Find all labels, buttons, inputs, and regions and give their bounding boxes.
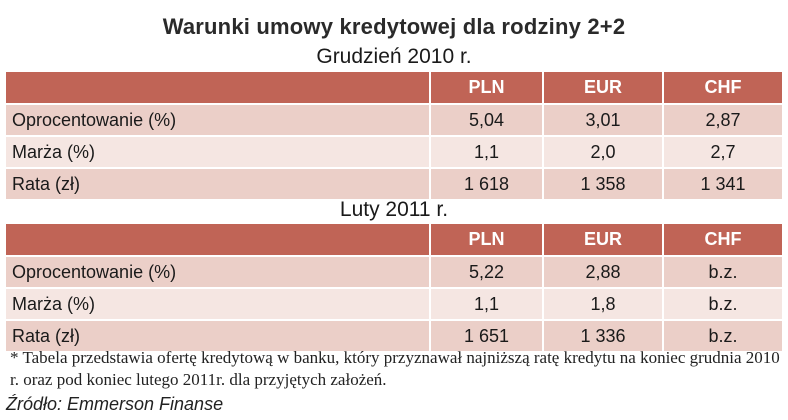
cell-eur: 2,88 xyxy=(543,256,664,289)
header-cell-empty xyxy=(6,72,431,105)
source-credit: Źródło: Emmerson Finanse xyxy=(6,394,224,414)
cell-eur: 1 358 xyxy=(543,168,664,201)
cell-eur: 1 336 xyxy=(543,320,664,353)
cell-chf: b.z. xyxy=(663,288,782,321)
cell-chf: b.z. xyxy=(663,256,782,289)
table-row: Marża (%) 1,1 1,8 b.z. xyxy=(6,288,782,321)
cell-pln: 1 651 xyxy=(430,320,544,353)
header-cell-pln: PLN xyxy=(430,72,544,105)
header-cell-chf: CHF xyxy=(663,224,782,257)
table-december-2010: PLN EUR CHF Oprocentowanie (%) 5,04 3,01… xyxy=(6,72,782,201)
footnote: * Tabela przedstawia ofertę kredytową w … xyxy=(10,348,780,389)
cell-eur: 2,0 xyxy=(543,136,664,169)
row-label: Rata (zł) xyxy=(6,168,431,201)
section-title-december-2010: Grudzień 2010 r. xyxy=(316,45,472,68)
cell-chf: 2,87 xyxy=(663,104,782,137)
table-row: Rata (zł) 1 618 1 358 1 341 xyxy=(6,168,782,201)
table-row: Marża (%) 1,1 2,0 2,7 xyxy=(6,136,782,169)
table-header-row: PLN EUR CHF xyxy=(6,72,782,105)
row-label: Oprocentowanie (%) xyxy=(6,256,431,289)
cell-chf: 2,7 xyxy=(663,136,782,169)
cell-chf: 1 341 xyxy=(663,168,782,201)
cell-pln: 5,04 xyxy=(430,104,544,137)
header-cell-chf: CHF xyxy=(663,72,782,105)
page-title: Warunki umowy kredytowej dla rodziny 2+2 xyxy=(162,14,626,39)
table-february-2011: PLN EUR CHF Oprocentowanie (%) 5,22 2,88… xyxy=(6,224,782,353)
table-row: Rata (zł) 1 651 1 336 b.z. xyxy=(6,320,782,353)
table-row: Oprocentowanie (%) 5,04 3,01 2,87 xyxy=(6,104,782,137)
row-label: Marża (%) xyxy=(6,288,431,321)
cell-eur: 3,01 xyxy=(543,104,664,137)
section-title-february-2011: Luty 2011 r. xyxy=(339,198,449,221)
cell-pln: 1,1 xyxy=(430,288,544,321)
row-label: Rata (zł) xyxy=(6,320,431,353)
header-cell-eur: EUR xyxy=(543,224,664,257)
table-row: Oprocentowanie (%) 5,22 2,88 b.z. xyxy=(6,256,782,289)
cell-chf: b.z. xyxy=(663,320,782,353)
cell-pln: 1,1 xyxy=(430,136,544,169)
row-label: Marża (%) xyxy=(6,136,431,169)
cell-eur: 1,8 xyxy=(543,288,664,321)
cell-pln: 1 618 xyxy=(430,168,544,201)
row-label: Oprocentowanie (%) xyxy=(6,104,431,137)
cell-pln: 5,22 xyxy=(430,256,544,289)
header-cell-eur: EUR xyxy=(543,72,664,105)
header-cell-empty xyxy=(6,224,431,257)
header-cell-pln: PLN xyxy=(430,224,544,257)
table-header-row: PLN EUR CHF xyxy=(6,224,782,257)
